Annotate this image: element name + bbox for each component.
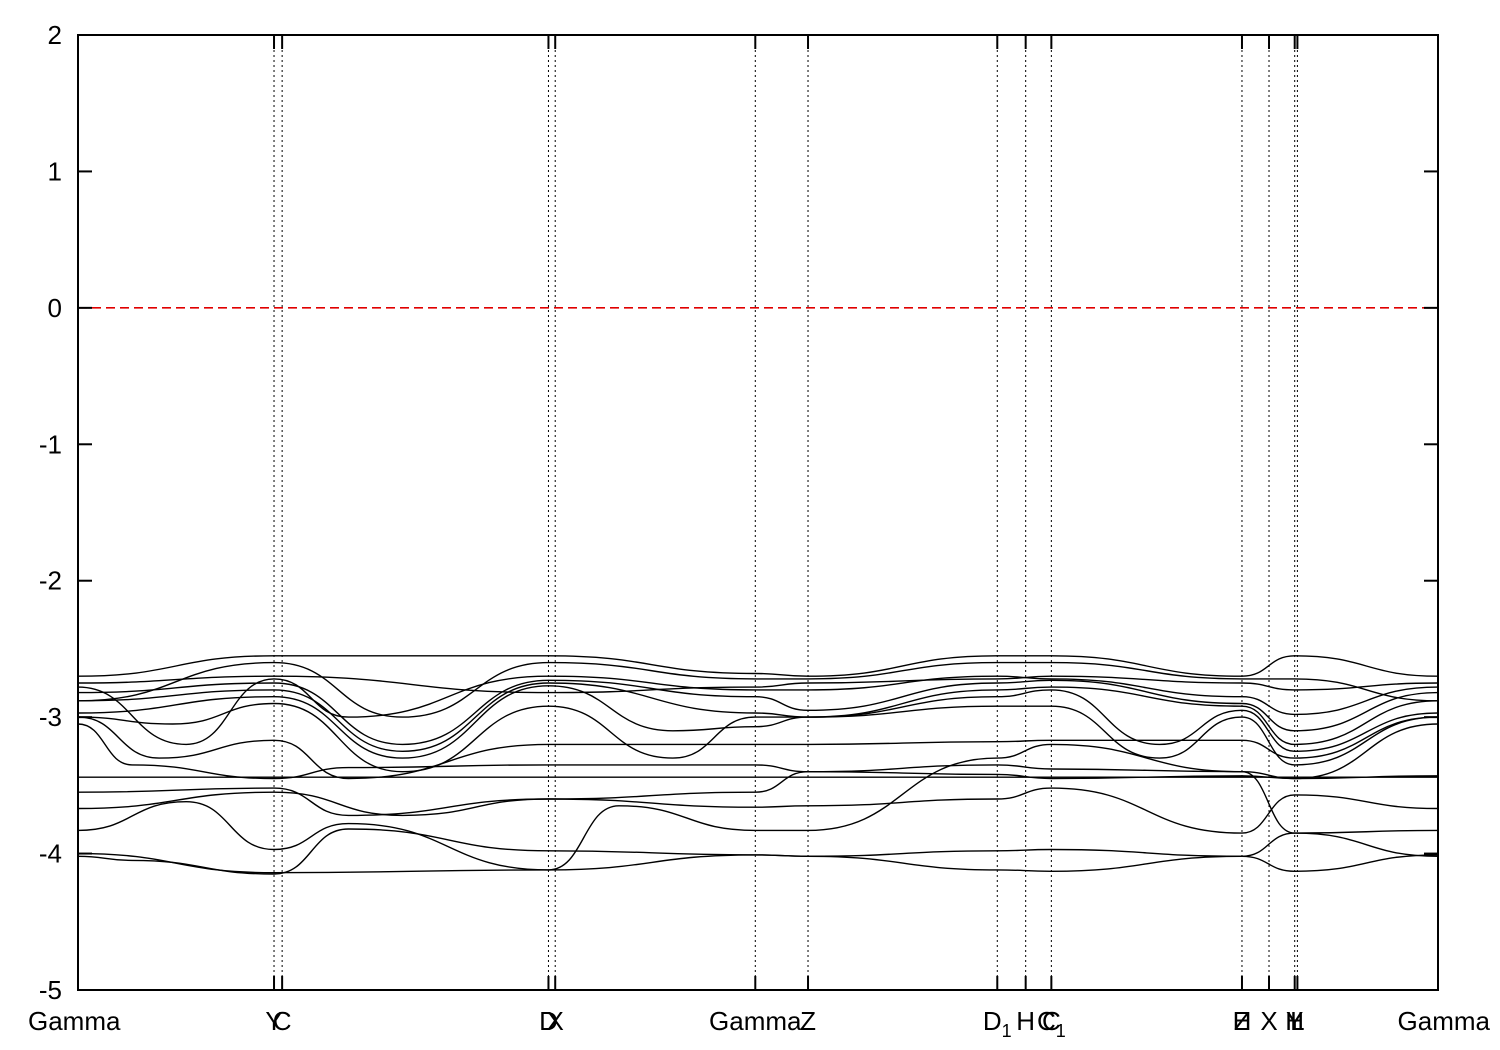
kpoint-lines [273,35,1298,990]
y-tick-label-6: -4 [39,839,62,869]
y-tick-label-2: 0 [48,293,62,323]
x-tick-label-4: X [547,1006,564,1036]
x-tick-label-12: H [1233,1006,1252,1036]
band-line-0 [77,852,1439,874]
band-line-10 [77,682,1439,753]
band-line-9 [77,685,1439,759]
band-line-15 [77,661,1439,718]
band-line-7 [77,716,1439,780]
x-tick-label-11: Z [1234,1006,1250,1036]
x-tick-label-0: Gamma [28,1006,121,1036]
x-tick-label-3: D [539,1006,558,1036]
x-tick-label-13: X [1260,1006,1277,1036]
x-tick-label-9: C [1042,1006,1061,1036]
band-line-12 [77,675,1439,746]
x-tick-label-8: H [1016,1006,1035,1036]
y-axis-ticks: 2 1 0 -1 -2 -3 -4 -5 [39,20,1438,1005]
band-line-14 [77,655,1439,677]
x-tick-label-17: Gamma [1398,1006,1491,1036]
y-tick-label-1: 1 [48,156,62,186]
band-line-8 [77,702,1439,773]
x-tick-label-5: Gamma [709,1006,802,1036]
x-tick-label-10: C1 [1037,1006,1066,1041]
x-tick-label-15: H [1285,1006,1304,1036]
x-tick-label-1: Y [265,1006,282,1036]
y-tick-label-5: -3 [39,702,62,732]
band-line-3 [77,787,1439,834]
x-tick-label-14: Y [1286,1006,1303,1036]
y-tick-label-0: 2 [48,20,62,50]
band-line-13 [77,675,1439,694]
bands [77,655,1439,875]
x-tick-label-6: Z [800,1006,816,1036]
x-tick-label-16: L [1290,1006,1304,1036]
y-tick-label-3: -1 [39,429,62,459]
y-tick-label-4: -2 [39,566,62,596]
plot-frame [77,34,1439,991]
y-tick-label-7: -5 [39,975,62,1005]
band-line-1 [77,828,1439,875]
band-line-6 [77,723,1439,780]
band-line-11 [77,679,1439,746]
x-tick-label-2: C [273,1006,292,1036]
x-tick-label-7: D1 [983,1006,1012,1041]
